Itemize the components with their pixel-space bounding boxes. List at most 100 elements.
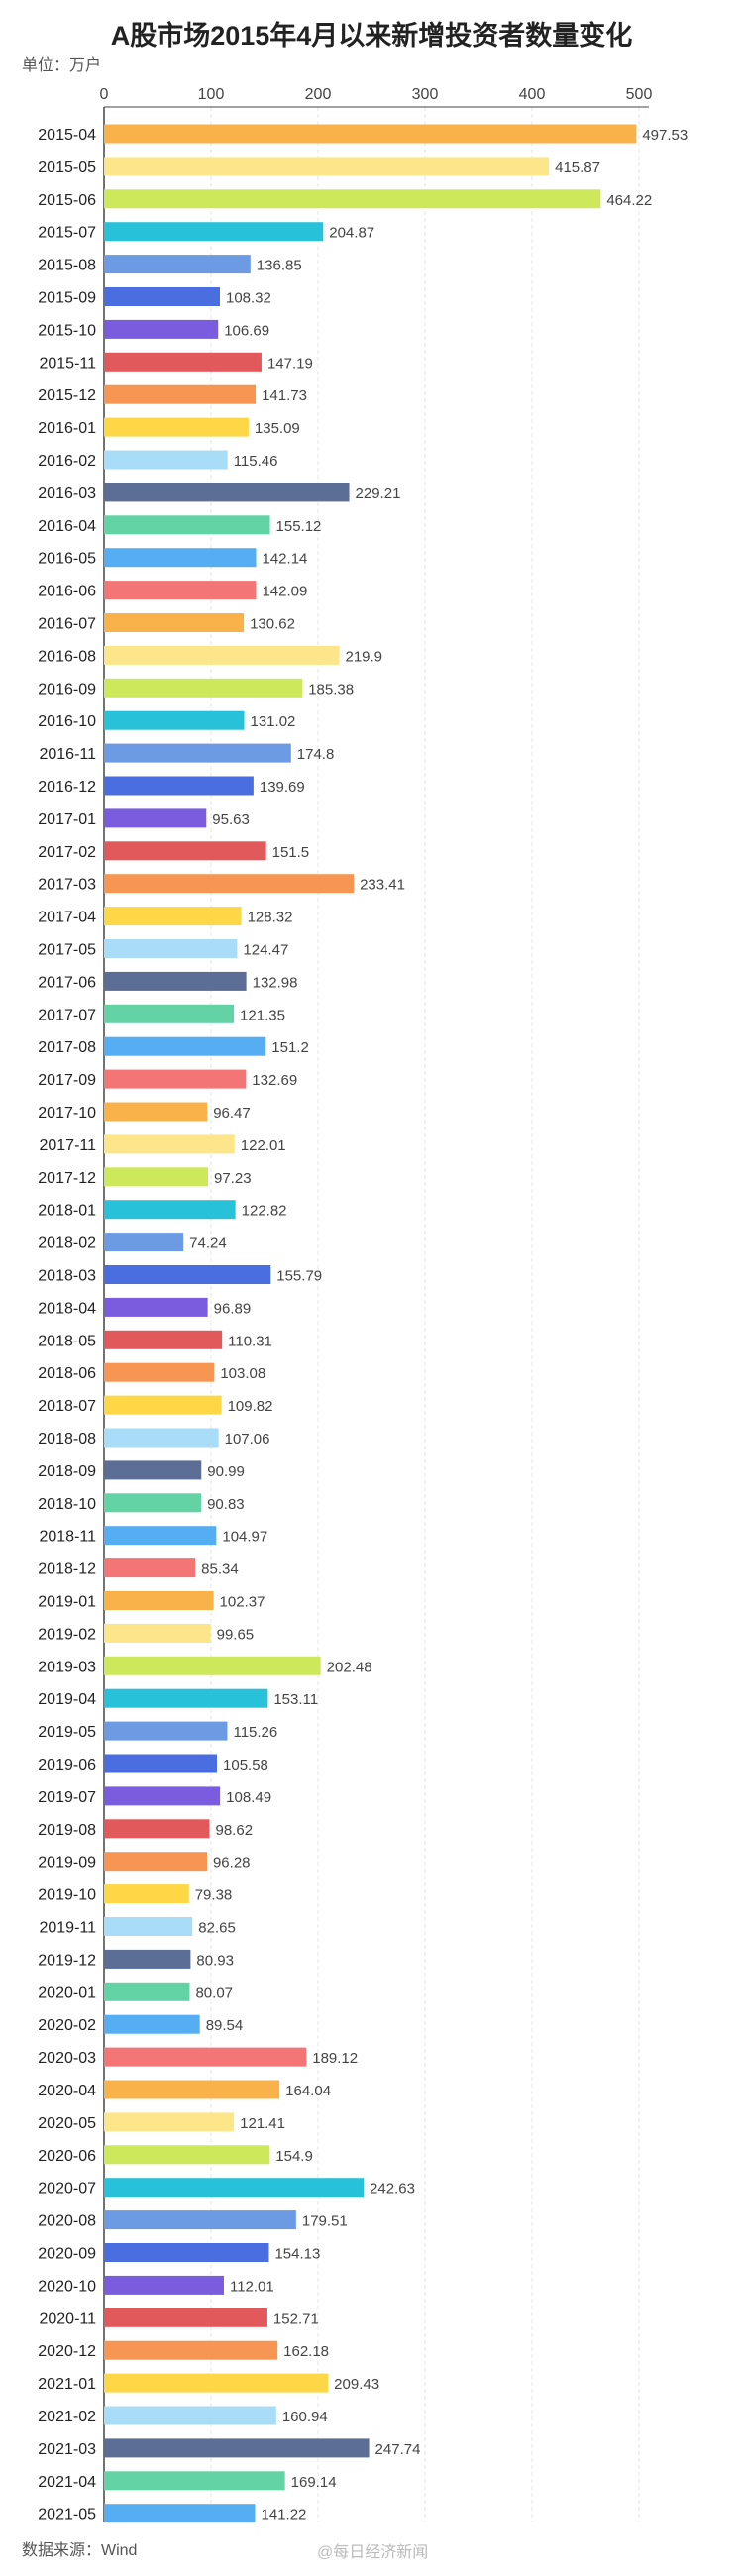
value-label: 147.19 — [267, 355, 313, 372]
category-label: 2016-11 — [39, 746, 96, 763]
bar — [104, 841, 266, 861]
category-label: 2020-06 — [38, 2148, 96, 2165]
category-label: 2019-01 — [38, 1594, 96, 1611]
bar — [104, 1036, 266, 1056]
category-label: 2017-11 — [39, 1137, 96, 1154]
bar — [104, 2014, 200, 2034]
category-label: 2018-05 — [38, 1333, 96, 1349]
bar — [104, 939, 238, 958]
source-note: 数据来源：Wind — [22, 2542, 138, 2559]
bar — [104, 1982, 190, 2001]
x-tick-label: 200 — [305, 86, 332, 103]
bar — [104, 2178, 365, 2198]
value-label: 97.23 — [214, 1170, 252, 1187]
bar — [104, 222, 324, 242]
category-label: 2015-05 — [38, 160, 96, 176]
bar — [104, 581, 257, 600]
bar — [104, 645, 340, 665]
category-label: 2017-05 — [38, 942, 96, 959]
category-label: 2016-06 — [38, 584, 96, 600]
category-label: 2018-08 — [38, 1431, 96, 1448]
unit-label: 单位：万户 — [22, 57, 102, 74]
category-label: 2015-12 — [38, 387, 96, 404]
category-label: 2020-11 — [39, 2310, 96, 2327]
value-label: 142.09 — [262, 584, 307, 600]
bar — [104, 874, 355, 894]
value-label: 209.43 — [334, 2376, 379, 2393]
category-label: 2015-06 — [38, 192, 96, 209]
category-label: 2021-04 — [38, 2474, 96, 2491]
value-label: 189.12 — [312, 2050, 358, 2067]
bar — [104, 1004, 235, 1023]
value-label: 98.62 — [216, 1822, 254, 1839]
category-label: 2020-12 — [38, 2343, 96, 2360]
x-tick-label: 500 — [626, 86, 653, 103]
value-label: 141.73 — [262, 387, 307, 404]
category-label: 2019-12 — [38, 1952, 96, 1969]
category-label: 2019-06 — [38, 1757, 96, 1773]
category-label: 2017-04 — [38, 910, 96, 926]
bar — [104, 776, 254, 796]
category-label: 2020-08 — [38, 2213, 96, 2230]
bar — [104, 2373, 329, 2393]
bar — [104, 2504, 256, 2523]
x-tick-label: 0 — [100, 86, 109, 103]
bar — [104, 1558, 196, 1578]
value-label: 95.63 — [212, 811, 250, 828]
value-label: 164.04 — [285, 2083, 331, 2099]
bar — [104, 2047, 307, 2067]
category-label: 2019-03 — [38, 1659, 96, 1675]
category-label: 2019-09 — [38, 1855, 96, 1872]
category-label: 2018-01 — [38, 1203, 96, 1220]
category-label: 2016-03 — [38, 485, 96, 502]
value-label: 242.63 — [370, 2181, 415, 2198]
bar — [104, 1167, 209, 1187]
bar — [104, 2438, 370, 2458]
value-label: 151.5 — [272, 844, 310, 861]
category-label: 2019-02 — [38, 1626, 96, 1643]
category-label: 2015-09 — [38, 290, 96, 307]
value-label: 132.98 — [253, 974, 298, 991]
bar — [104, 1395, 222, 1415]
category-label: 2017-01 — [38, 811, 96, 828]
value-label: 185.38 — [308, 681, 354, 698]
value-label: 415.87 — [555, 160, 600, 176]
bar — [104, 287, 220, 306]
bar — [104, 743, 291, 763]
category-label: 2019-07 — [38, 1789, 96, 1806]
bar — [104, 1526, 217, 1546]
value-label: 151.2 — [271, 1039, 309, 1056]
bar — [104, 157, 550, 176]
bar — [104, 384, 257, 404]
bar — [104, 255, 251, 274]
value-label: 79.38 — [195, 1887, 233, 1904]
value-label: 108.49 — [226, 1789, 271, 1806]
category-label: 2018-11 — [39, 1529, 96, 1546]
value-label: 96.28 — [213, 1855, 251, 1872]
value-label: 155.12 — [276, 518, 322, 535]
value-label: 115.46 — [234, 453, 278, 470]
value-label: 103.08 — [220, 1365, 265, 1382]
value-label: 80.93 — [196, 1952, 234, 1969]
value-label: 85.34 — [201, 1561, 239, 1578]
category-label: 2019-05 — [38, 1724, 96, 1741]
bar — [104, 124, 637, 144]
bar — [104, 2112, 235, 2132]
category-label: 2016-09 — [38, 681, 96, 698]
value-label: 105.58 — [223, 1757, 268, 1773]
bar — [104, 2145, 270, 2165]
category-label: 2019-11 — [39, 1920, 96, 1937]
category-label: 2019-08 — [38, 1822, 96, 1839]
value-label: 141.22 — [262, 2507, 307, 2523]
category-label: 2021-02 — [38, 2409, 96, 2425]
value-label: 154.13 — [274, 2246, 320, 2263]
category-label: 2015-10 — [38, 322, 96, 339]
bar — [104, 1786, 221, 1806]
category-label: 2018-06 — [38, 1365, 96, 1382]
bar — [104, 710, 245, 730]
value-label: 497.53 — [642, 127, 688, 144]
category-label: 2020-01 — [38, 1985, 96, 2001]
value-label: 229.21 — [356, 485, 401, 502]
bar — [104, 1754, 218, 1773]
